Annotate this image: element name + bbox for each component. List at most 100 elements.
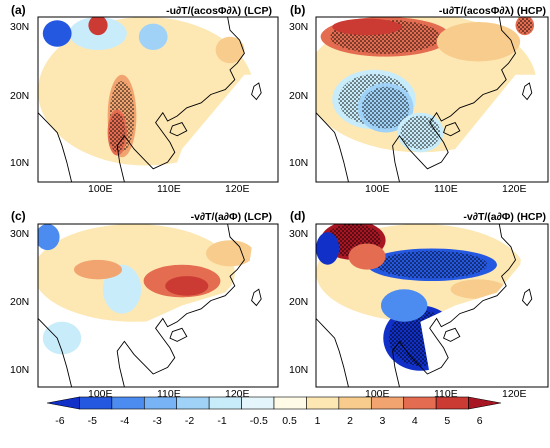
lat-tick-30n: 30N xyxy=(10,228,30,240)
coastline-west xyxy=(316,318,349,387)
lat-tick-20n: 20N xyxy=(289,296,309,308)
colorbar-tick-label: -5 xyxy=(87,415,97,427)
significance-stipple xyxy=(109,112,126,153)
ocean-mask xyxy=(170,74,278,182)
colorbar-tick-label: 2 xyxy=(347,415,353,427)
panel-frame xyxy=(37,223,279,388)
lat-tick-10n: 10N xyxy=(289,157,309,169)
taiwan-island xyxy=(521,82,533,101)
map-panel-d xyxy=(315,223,549,388)
shaded-region xyxy=(138,23,168,50)
significance-stipple xyxy=(376,250,488,279)
lon-tick-110e: 110E xyxy=(157,388,181,400)
shaded-region xyxy=(88,17,108,36)
panel-title-d: -v∂T/(a∂Φ) (HCP) xyxy=(463,211,546,223)
lat-tick-30n: 30N xyxy=(289,21,309,33)
colorbar-tick-label: 5 xyxy=(444,415,451,427)
lat-tick-10n: 10N xyxy=(289,364,309,376)
significance-stipple xyxy=(516,17,533,34)
lat-tick-30n: 30N xyxy=(289,228,309,240)
lon-tick-100e: 100E xyxy=(365,388,390,400)
lat-tick-20n: 20N xyxy=(10,296,30,308)
colorbar-segment xyxy=(468,396,502,410)
lon-tick-120e: 120E xyxy=(502,388,527,400)
lon-tick-110e: 110E xyxy=(434,388,458,400)
significance-stipple xyxy=(361,86,410,129)
panel-title-b: -u∂T/(acosΦ∂λ) (HCP) xyxy=(438,5,546,17)
hainan-island xyxy=(169,327,188,342)
colorbar-tick-label: -3 xyxy=(152,415,162,427)
field-shading xyxy=(316,224,548,387)
panel-frame xyxy=(315,16,549,183)
colorbar-tick-label: 0.5 xyxy=(282,415,297,427)
colorbar-segment xyxy=(306,396,340,410)
colorbar-segment xyxy=(273,396,307,410)
significance-stipple xyxy=(400,115,441,150)
lon-tick-120e: 120E xyxy=(502,183,527,195)
colorbar-tick-label: -6 xyxy=(55,415,65,427)
map-panel-a xyxy=(37,16,279,183)
field-shading xyxy=(316,17,548,182)
shaded-region xyxy=(316,232,340,265)
panel-label-c: (c) xyxy=(11,209,26,223)
no-data-mask xyxy=(420,232,548,387)
colorbar-tick-label: -2 xyxy=(184,415,195,427)
lon-tick-120e: 120E xyxy=(225,388,250,400)
colorbar-segment xyxy=(46,396,80,410)
ocean-mask xyxy=(443,74,548,182)
field-shading xyxy=(38,17,278,182)
colorbar-segment xyxy=(176,396,210,410)
colorbar xyxy=(46,396,502,410)
taiwan-island xyxy=(251,82,262,101)
colorbar-tick-label: -4 xyxy=(120,415,130,427)
shaded-region xyxy=(215,36,245,64)
lat-tick-10n: 10N xyxy=(10,157,30,169)
colorbar-tick-label: -0.5 xyxy=(249,415,268,427)
panel-label-d: (d) xyxy=(290,209,306,223)
panel-frame xyxy=(315,223,549,388)
shaded-region xyxy=(380,289,428,322)
lat-tick-20n: 20N xyxy=(10,90,30,102)
colorbar-segment xyxy=(403,396,437,410)
panel-label-a: (a) xyxy=(11,3,26,17)
panel-frame xyxy=(37,16,279,183)
lon-tick-110e: 110E xyxy=(157,183,181,195)
coastline xyxy=(392,17,517,182)
shaded-region xyxy=(332,18,402,36)
colorbar-tick-label: 3 xyxy=(379,415,386,427)
field-shading xyxy=(38,224,278,387)
panel-label-b: (b) xyxy=(290,3,306,17)
lon-tick-120e: 120E xyxy=(225,183,250,195)
hainan-island xyxy=(443,122,461,137)
coastline-west xyxy=(38,318,73,387)
lat-tick-10n: 10N xyxy=(10,364,30,376)
shaded-region xyxy=(38,224,60,251)
lon-tick-100e: 100E xyxy=(88,388,113,400)
coastline-west xyxy=(38,112,73,182)
shaded-region xyxy=(42,20,72,47)
coastline-west xyxy=(316,112,349,182)
lon-tick-100e: 100E xyxy=(365,183,390,195)
colorbar-tick-label: 4 xyxy=(411,415,418,427)
taiwan-island xyxy=(251,288,262,307)
hainan-island xyxy=(443,327,461,342)
coastline xyxy=(392,224,517,387)
shaded-region xyxy=(42,321,82,355)
coastline xyxy=(116,224,245,387)
shaded-region xyxy=(348,243,386,270)
panel-title-a: -u∂T/(acosΦ∂λ) (LCP) xyxy=(166,5,272,17)
colorbar-tick-label: 1 xyxy=(314,415,321,427)
coastline xyxy=(116,17,245,182)
taiwan-island xyxy=(521,288,533,307)
lat-tick-20n: 20N xyxy=(289,90,309,102)
shaded-region xyxy=(436,21,521,62)
colorbar-tick-label: 6 xyxy=(476,415,483,427)
colorbar-tick-label: -1 xyxy=(217,415,227,427)
no-data-mask xyxy=(146,232,278,387)
lon-tick-110e: 110E xyxy=(434,183,458,195)
hainan-island xyxy=(169,122,188,137)
map-panel-c xyxy=(37,223,279,388)
shaded-region xyxy=(206,240,254,267)
shaded-region xyxy=(165,276,209,296)
